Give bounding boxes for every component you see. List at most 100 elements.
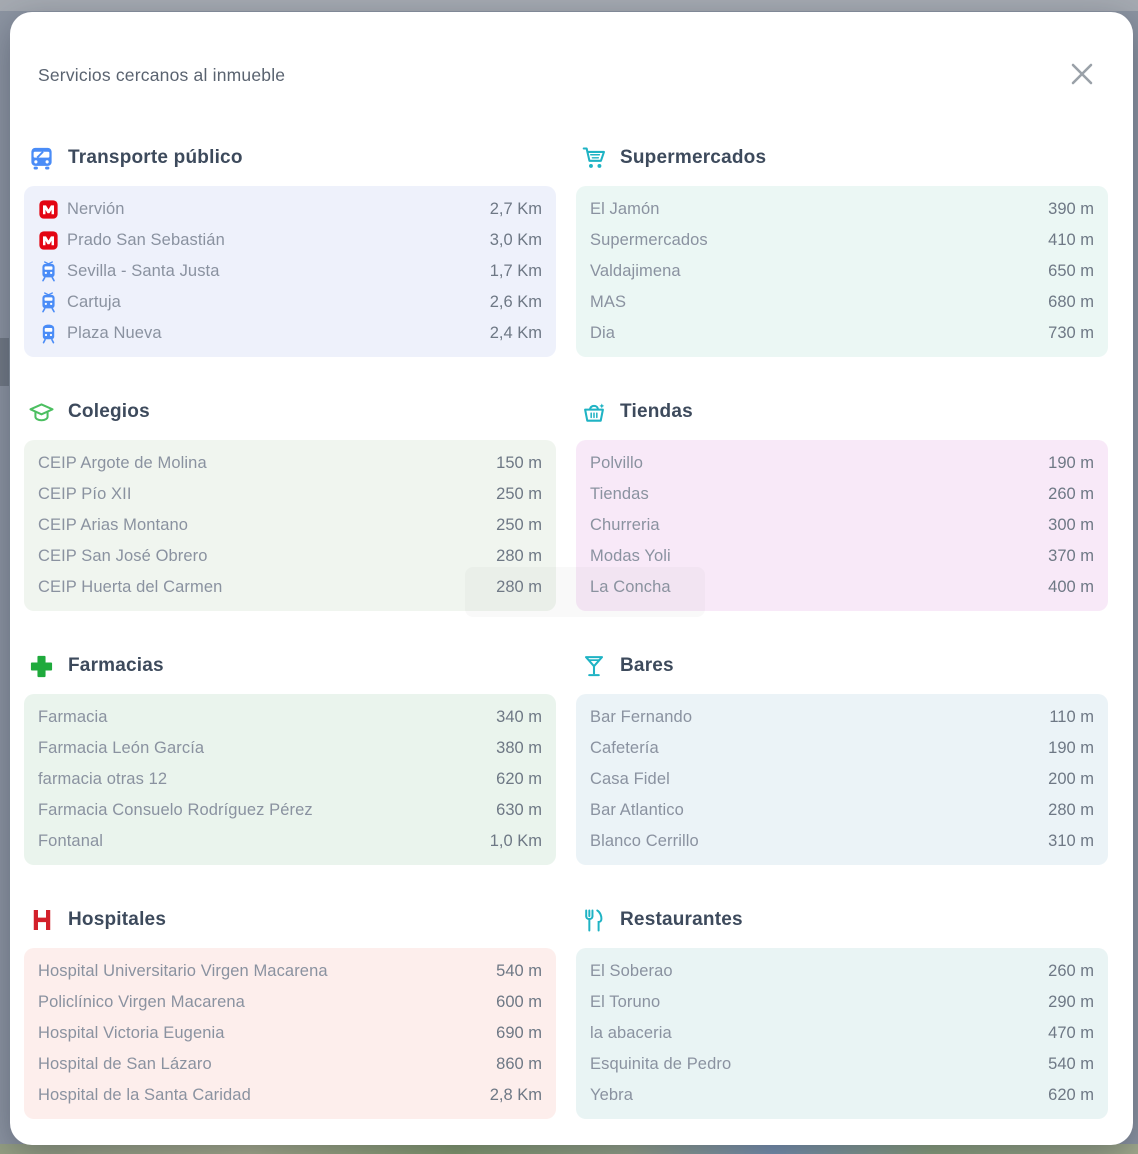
section-colegios: Colegios CEIP Argote de Molina 150 m CEI… [24, 396, 556, 611]
place-name: Hospital de la Santa Caridad [38, 1086, 251, 1104]
place-name: Casa Fidel [590, 770, 670, 788]
place-distance: 250 m [496, 485, 542, 503]
list-item: CEIP Argote de Molina 150 m [38, 448, 542, 479]
section-header: Bares [580, 650, 1108, 682]
place-name: La Concha [590, 578, 671, 596]
list-item: Bar Atlantico 280 m [590, 795, 1094, 826]
place-distance: 2,6 Km [489, 293, 542, 311]
section-supermercados: Supermercados El Jamón 390 m Supermercad… [576, 142, 1108, 357]
section-header: Hospitales [28, 904, 556, 936]
place-name: Farmacia Consuelo Rodríguez Pérez [38, 801, 313, 819]
list-item: CEIP Arias Montano 250 m [38, 510, 542, 541]
place-distance: 150 m [496, 454, 542, 472]
list-item: Esquinita de Pedro 540 m [590, 1049, 1094, 1080]
place-name: Hospital Universitario Virgen Macarena [38, 962, 328, 980]
section-header: Farmacias [28, 650, 556, 682]
close-icon [1066, 58, 1098, 93]
list-item: Tiendas 260 m [590, 479, 1094, 510]
place-name: Bar Atlantico [590, 801, 684, 819]
section-title: Restaurantes [620, 909, 743, 930]
place-distance: 280 m [496, 578, 542, 596]
metro-icon [38, 230, 58, 251]
place-name: Churreria [590, 516, 660, 534]
section-header: Tiendas [580, 396, 1108, 428]
section-header: Supermercados [580, 142, 1108, 174]
place-name: la abaceria [590, 1024, 672, 1042]
place-distance: 250 m [496, 516, 542, 534]
bus-icon [28, 145, 55, 172]
list-item: Blanco Cerrillo 310 m [590, 826, 1094, 857]
place-distance: 280 m [1048, 801, 1094, 819]
section-title: Colegios [68, 401, 150, 422]
list-item: Sevilla - Santa Justa 1,7 Km [38, 256, 542, 287]
place-name: Cafetería [590, 739, 659, 757]
list-item: Prado San Sebastián 3,0 Km [38, 225, 542, 256]
place-name: Hospital de San Lázaro [38, 1055, 212, 1073]
place-distance: 650 m [1048, 262, 1094, 280]
services-grid: Transporte público Nervión 2,7 Km Prado … [24, 142, 1108, 1119]
place-name: Hospital Victoria Eugenia [38, 1024, 225, 1042]
place-distance: 600 m [496, 993, 542, 1011]
list-item: Fontanal 1,0 Km [38, 826, 542, 857]
section-header: Restaurantes [580, 904, 1108, 936]
section-list: Polvillo 190 m Tiendas 260 m Churreria 3… [576, 440, 1108, 611]
place-name: Policlínico Virgen Macarena [38, 993, 245, 1011]
place-distance: 200 m [1048, 770, 1094, 788]
place-distance: 340 m [496, 708, 542, 726]
place-name: CEIP Argote de Molina [38, 454, 207, 472]
restaurant-icon [580, 907, 607, 934]
list-item: Farmacia Consuelo Rodríguez Pérez 630 m [38, 795, 542, 826]
place-name: Dia [590, 324, 616, 342]
place-name: Tiendas [590, 485, 649, 503]
section-title: Bares [620, 655, 674, 676]
place-name: Farmacia [38, 708, 108, 726]
train-icon [38, 261, 58, 282]
section-title: Transporte público [68, 147, 243, 168]
list-item: El Toruno 290 m [590, 987, 1094, 1018]
list-item: Farmacia 340 m [38, 702, 542, 733]
section-header: Transporte público [28, 142, 556, 174]
train-icon [38, 292, 58, 313]
section-list: El Soberao 260 m El Toruno 290 m la abac… [576, 948, 1108, 1119]
section-transporte-publico: Transporte público Nervión 2,7 Km Prado … [24, 142, 556, 357]
place-distance: 400 m [1048, 578, 1094, 596]
place-name: El Toruno [590, 993, 661, 1011]
section-hospitales: Hospitales Hospital Universitario Virgen… [24, 904, 556, 1119]
list-item: Valdajimena 650 m [590, 256, 1094, 287]
list-item: Supermercados 410 m [590, 225, 1094, 256]
list-item: El Jamón 390 m [590, 194, 1094, 225]
place-name: Prado San Sebastián [67, 231, 225, 249]
shopping-basket-icon [580, 399, 607, 426]
modal-header: Servicios cercanos al inmueble [24, 12, 1108, 122]
place-name: Sevilla - Santa Justa [67, 262, 220, 280]
list-item: MAS 680 m [590, 287, 1094, 318]
section-list: Bar Fernando 110 m Cafetería 190 m Casa … [576, 694, 1108, 865]
list-item: El Soberao 260 m [590, 956, 1094, 987]
place-distance: 390 m [1048, 200, 1094, 218]
section-list: Nervión 2,7 Km Prado San Sebastián 3,0 K… [24, 186, 556, 357]
place-distance: 860 m [496, 1055, 542, 1073]
list-item: Dia 730 m [590, 318, 1094, 349]
page-background-map-strip [0, 1144, 1138, 1154]
list-item: Polvillo 190 m [590, 448, 1094, 479]
close-button[interactable] [1064, 56, 1100, 95]
place-name: El Soberao [590, 962, 673, 980]
place-name: CEIP Arias Montano [38, 516, 189, 534]
list-item: Policlínico Virgen Macarena 600 m [38, 987, 542, 1018]
section-restaurantes: Restaurantes El Soberao 260 m El Toruno … [576, 904, 1108, 1119]
list-item: Hospital Victoria Eugenia 690 m [38, 1018, 542, 1049]
list-item: Churreria 300 m [590, 510, 1094, 541]
list-item: Cartuja 2,6 Km [38, 287, 542, 318]
shopping-cart-icon [580, 145, 607, 172]
place-distance: 620 m [496, 770, 542, 788]
place-distance: 2,8 Km [489, 1086, 542, 1104]
place-distance: 680 m [1048, 293, 1094, 311]
cocktail-icon [580, 653, 607, 680]
section-title: Supermercados [620, 147, 767, 168]
place-distance: 540 m [496, 962, 542, 980]
section-farmacias: Farmacias Farmacia 340 m Farmacia León G… [24, 650, 556, 865]
section-list: Farmacia 340 m Farmacia León García 380 … [24, 694, 556, 865]
place-name: Blanco Cerrillo [590, 832, 699, 850]
section-tiendas: Tiendas Polvillo 190 m Tiendas 260 m Chu… [576, 396, 1108, 611]
